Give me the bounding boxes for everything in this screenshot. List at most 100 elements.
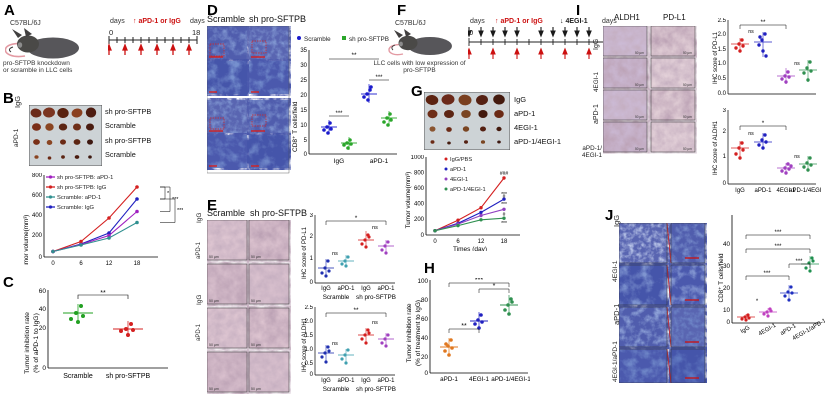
svg-text:60: 60 xyxy=(39,288,47,295)
svg-text:18: 18 xyxy=(134,261,141,265)
svg-text:40: 40 xyxy=(39,306,47,313)
svg-text:20: 20 xyxy=(300,93,307,99)
svg-text:50 µm: 50 µm xyxy=(683,147,692,151)
svg-text:IgG: IgG xyxy=(735,188,745,194)
svg-text:20: 20 xyxy=(421,354,429,361)
svg-text:Scramble: Scramble xyxy=(63,373,93,380)
svg-text:***: *** xyxy=(774,244,782,250)
svg-text:0: 0 xyxy=(310,372,314,378)
svg-text:200: 200 xyxy=(32,233,43,239)
svg-text:***: *** xyxy=(763,271,771,277)
svg-text:aPD-1/4EGI-1: aPD-1/4EGI-1 xyxy=(789,188,821,194)
svg-text:50 µm: 50 µm xyxy=(251,299,261,303)
svg-text:IgG: IgG xyxy=(361,286,371,292)
svg-text:4EGI-1: 4EGI-1 xyxy=(758,322,778,337)
svg-text:800: 800 xyxy=(32,173,43,179)
svg-text:sh pro-SFTPB: sh pro-SFTPB xyxy=(356,386,396,393)
svg-text:50 µm: 50 µm xyxy=(635,147,644,151)
svg-text:*: * xyxy=(167,191,170,197)
svg-text:***: *** xyxy=(172,197,179,203)
svg-text:Scramble: Scramble xyxy=(304,36,331,43)
svg-text:50 µm: 50 µm xyxy=(251,343,261,347)
svg-text:600: 600 xyxy=(32,193,43,199)
svg-text:0.5: 0.5 xyxy=(718,76,727,82)
svg-text:sh pro-SFTPB: IgG: sh pro-SFTPB: IgG xyxy=(57,185,107,191)
svg-text:***: *** xyxy=(475,278,483,284)
svg-text:10: 10 xyxy=(300,123,307,129)
svg-text:0: 0 xyxy=(424,370,428,377)
svg-text:***: *** xyxy=(501,202,507,208)
svg-text:**: ** xyxy=(353,307,359,314)
svg-text:IgG/PBS: IgG/PBS xyxy=(450,157,472,163)
svg-text:1.0: 1.0 xyxy=(718,61,727,67)
svg-text:aPD-1: aPD-1 xyxy=(377,286,395,292)
svg-text:CD8⁺ T cells/field: CD8⁺ T cells/field xyxy=(292,101,299,152)
svg-text:Scramble: aPD-1: Scramble: aPD-1 xyxy=(57,195,101,201)
svg-text:600: 600 xyxy=(414,186,425,192)
svg-text:#: # xyxy=(503,212,506,218)
svg-text:3: 3 xyxy=(723,108,727,114)
svg-text:IgG: IgG xyxy=(321,286,331,292)
svg-text:###: ### xyxy=(500,171,509,177)
svg-text:50 µm: 50 µm xyxy=(209,387,219,391)
svg-text:***: *** xyxy=(774,230,782,236)
svg-text:aPD-1: aPD-1 xyxy=(440,376,458,383)
svg-text:IgG: IgG xyxy=(321,378,331,384)
svg-text:***: *** xyxy=(795,259,803,265)
svg-text:2: 2 xyxy=(723,129,727,135)
svg-text:25: 25 xyxy=(300,78,307,84)
svg-text:50 µm: 50 µm xyxy=(683,83,692,87)
svg-text:1: 1 xyxy=(310,256,314,262)
svg-text:1000: 1000 xyxy=(411,155,425,161)
svg-text:12: 12 xyxy=(106,261,113,265)
svg-text:4EGI-1: 4EGI-1 xyxy=(469,376,489,383)
svg-text:50 µm: 50 µm xyxy=(209,343,219,347)
svg-text:ns: ns xyxy=(748,29,754,35)
svg-text:IHC score of ALDH1: IHC score of ALDH1 xyxy=(302,317,308,372)
svg-text:2.5: 2.5 xyxy=(718,18,727,24)
svg-text:*: * xyxy=(756,299,759,305)
svg-text:50 µm: 50 µm xyxy=(635,115,644,119)
svg-text:sh pro-SFTPB: sh pro-SFTPB xyxy=(106,373,151,380)
svg-text:50 µm: 50 µm xyxy=(683,115,692,119)
svg-text:4EGI-1: 4EGI-1 xyxy=(450,177,468,183)
svg-text:2: 2 xyxy=(310,234,314,240)
svg-text:aPD-1: aPD-1 xyxy=(370,158,389,165)
svg-text:50 µm: 50 µm xyxy=(209,299,219,303)
svg-text:aPD-1/4EGI-1: aPD-1/4EGI-1 xyxy=(450,187,486,193)
svg-text:30: 30 xyxy=(300,63,307,69)
svg-text:IHC score of ALDH1: IHC score of ALDH1 xyxy=(713,120,719,175)
svg-text:0.0: 0.0 xyxy=(718,91,727,97)
svg-text:IgG: IgG xyxy=(361,378,371,384)
svg-text:IHC score of PD-L1: IHC score of PD-L1 xyxy=(713,31,719,84)
svg-text:1.5: 1.5 xyxy=(718,47,727,53)
svg-text:ns: ns xyxy=(372,225,378,231)
svg-text:aPD-1: aPD-1 xyxy=(337,378,355,384)
svg-text:2.5: 2.5 xyxy=(305,305,314,311)
svg-text:50 µm: 50 µm xyxy=(635,83,644,87)
svg-text:aPD-1/4EGI-1: aPD-1/4EGI-1 xyxy=(491,376,530,383)
svg-text:CD8⁺ T cells/field: CD8⁺ T cells/field xyxy=(718,253,725,302)
svg-text:50 µm: 50 µm xyxy=(251,387,261,391)
svg-text:50 µm: 50 µm xyxy=(683,51,692,55)
svg-text:(% of treatment to IgG): (% of treatment to IgG) xyxy=(415,300,422,366)
svg-text:6: 6 xyxy=(456,239,460,245)
svg-text:IHC score of PD-L1: IHC score of PD-L1 xyxy=(302,226,308,279)
svg-text:6: 6 xyxy=(79,261,83,265)
svg-text:60: 60 xyxy=(421,316,429,323)
svg-text:50 µm: 50 µm xyxy=(635,51,644,55)
svg-text:40: 40 xyxy=(421,335,429,342)
svg-text:0: 0 xyxy=(42,365,46,372)
svg-text:Scramble: IgG: Scramble: IgG xyxy=(57,205,95,211)
svg-text:10: 10 xyxy=(723,307,731,314)
svg-text:Tumor volume(mm³): Tumor volume(mm³) xyxy=(405,172,412,229)
svg-text:ns: ns xyxy=(372,320,378,326)
svg-text:sh pro-SFTPB: sh pro-SFTPB xyxy=(356,294,396,301)
svg-text:18: 18 xyxy=(501,239,508,245)
svg-text:15: 15 xyxy=(300,108,307,114)
svg-text:Tumor inhibition rate: Tumor inhibition rate xyxy=(24,312,31,374)
svg-text:0: 0 xyxy=(433,239,437,245)
svg-text:0: 0 xyxy=(310,280,314,286)
svg-text:800: 800 xyxy=(414,171,425,177)
svg-text:*: * xyxy=(493,283,496,290)
